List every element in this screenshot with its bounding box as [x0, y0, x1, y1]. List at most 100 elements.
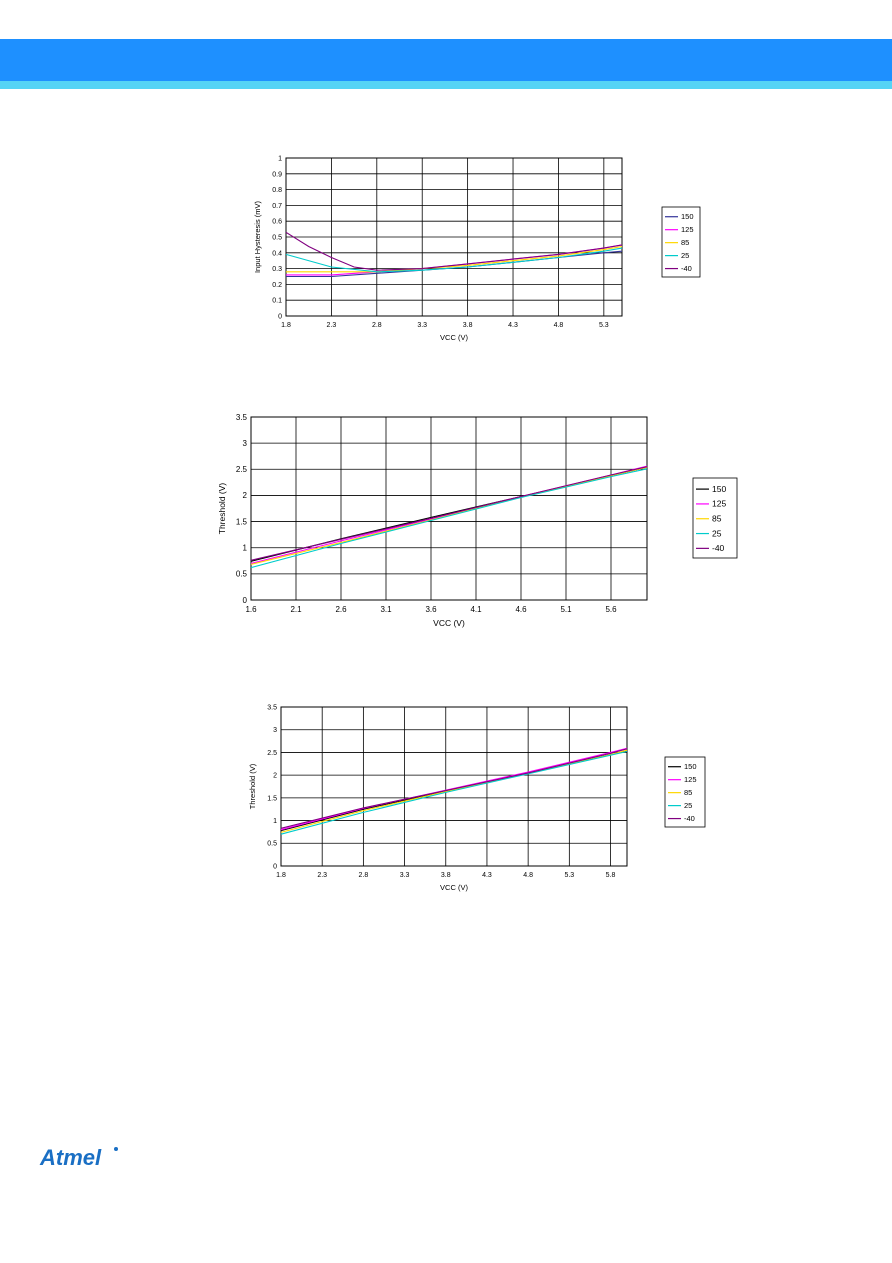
x-tick-label: 4.8 [554, 322, 564, 329]
x-axis-label: VCC (V) [440, 333, 468, 342]
series-line-25 [280, 750, 628, 835]
series-line-85 [286, 245, 623, 273]
x-tick-label: 4.8 [523, 872, 533, 879]
legend-label: 150 [684, 762, 697, 771]
legend-label: 85 [681, 238, 689, 247]
y-tick-label: 0.7 [272, 203, 282, 210]
x-axis-label: VCC (V) [440, 883, 468, 892]
header-stripe [0, 81, 892, 89]
x-tick-label: 2.8 [359, 872, 369, 879]
legend-label: 125 [681, 225, 694, 234]
plot-area [250, 416, 648, 601]
x-tick-label: 4.3 [508, 322, 518, 329]
legend-box [661, 206, 701, 278]
plot-border [280, 706, 628, 867]
y-axis-label: Threshold (V) [248, 763, 257, 809]
x-tick-label: 4.1 [470, 605, 482, 614]
legend-label: 85 [712, 514, 722, 524]
legend-label: 25 [684, 801, 692, 810]
x-tick-label: 3.3 [400, 872, 410, 879]
y-tick-label: 0.1 [272, 298, 282, 305]
y-tick-label: 3 [273, 727, 277, 734]
x-tick-label: 3.8 [463, 322, 473, 329]
x-tick-label: 4.3 [482, 872, 492, 879]
y-tick-label: 2 [243, 491, 248, 500]
y-tick-label: 0.8 [272, 187, 282, 194]
x-tick-label: 1.8 [276, 872, 286, 879]
legend: 150 125 85 25 -40 [692, 477, 738, 559]
legend-box [664, 756, 706, 828]
threshold-chart-2: 0 0.5 1 1.5 2 2.5 3 3.5 1.8 2.3 2.8 3.3 3.8 4.3 4.8 5.3… [248, 704, 706, 892]
y-tick-label: 2.5 [267, 750, 277, 757]
x-tick-label: 2.6 [335, 605, 347, 614]
y-tick-label: 0.5 [272, 234, 282, 241]
y-tick-label: 0.2 [272, 282, 282, 289]
legend-label: -40 [684, 814, 695, 823]
y-tick-label: 0.3 [272, 266, 282, 273]
legend-label: 150 [712, 484, 726, 494]
y-tick-label: 1 [243, 544, 248, 553]
y-tick-label: 2.5 [236, 465, 248, 474]
x-tick-label: 2.1 [290, 605, 302, 614]
x-tick-label: 1.6 [245, 605, 257, 614]
y-tick-label: 0.6 [272, 219, 282, 226]
threshold-chart-1: 0 0.5 1 1.5 2 2.5 3 3.5 1.6 2.1 2.6 3.1 3.6 4.1 4.6 5.1… [217, 413, 738, 628]
y-tick-label: 0 [273, 863, 277, 870]
y-tick-label: 1 [278, 155, 282, 162]
y-tick-label: 2 [273, 773, 277, 780]
x-tick-label: 3.3 [417, 322, 427, 329]
series-line-25 [285, 247, 623, 273]
x-tick-label: 2.3 [327, 322, 337, 329]
x-tick-label: 5.3 [564, 872, 574, 879]
series-line--40 [285, 231, 623, 271]
y-tick-label: 1.5 [267, 795, 277, 802]
plot-border [250, 416, 648, 601]
y-tick-label: 3.5 [236, 413, 248, 422]
legend-label: 125 [712, 499, 726, 509]
x-tick-label: 2.8 [372, 322, 382, 329]
x-tick-label: 2.3 [317, 872, 327, 879]
y-tick-label: 0 [243, 596, 248, 605]
x-axis-label: VCC (V) [433, 618, 465, 628]
legend: 150 125 85 25 -40 [664, 756, 706, 828]
y-tick-label: 0 [278, 313, 282, 320]
y-tick-label: 1.5 [236, 517, 248, 526]
x-tick-label: 5.8 [606, 872, 616, 879]
hysteresis-chart: 0 0.1 0.2 0.3 0.4 0.5 0.6 0.7 0.8 0.9 1 1.8 2.3 2.8 3.… [253, 155, 701, 342]
legend-label: 25 [712, 528, 722, 538]
y-tick-label: 0.9 [272, 171, 282, 178]
atmel-logo: Atmel [39, 1145, 118, 1170]
legend-label: -40 [681, 264, 692, 273]
y-tick-label: 0.4 [272, 250, 282, 257]
series-line-125 [280, 747, 628, 831]
x-tick-label: 5.1 [560, 605, 572, 614]
series-line--40 [280, 748, 628, 829]
atmel-logo-text: Atmel [39, 1145, 102, 1170]
x-tick-label: 5.6 [605, 605, 617, 614]
x-tick-label: 3.8 [441, 872, 451, 879]
legend-label: -40 [712, 543, 725, 553]
legend-label: 125 [684, 775, 697, 784]
series-line--40 [250, 466, 648, 561]
series-line-85 [280, 749, 628, 833]
x-tick-label: 5.3 [599, 322, 609, 329]
y-tick-label: 1 [273, 818, 277, 825]
legend-label: 85 [684, 788, 692, 797]
legend: 150 125 85 25 -40 [661, 206, 701, 278]
y-axis-label: Input Hysteresis (mV) [253, 200, 262, 273]
legend-label: 25 [681, 251, 689, 260]
y-tick-label: 0.5 [267, 841, 277, 848]
x-tick-label: 1.8 [281, 322, 291, 329]
x-tick-label: 4.6 [515, 605, 527, 614]
y-tick-label: 3.5 [267, 704, 277, 711]
y-axis-label: Threshold (V) [217, 483, 227, 535]
y-tick-label: 0.5 [236, 570, 248, 579]
y-tick-label: 3 [243, 439, 248, 448]
x-tick-label: 3.6 [425, 605, 437, 614]
legend-label: 150 [681, 212, 694, 221]
header-band [0, 39, 892, 81]
plot-border [285, 157, 623, 317]
x-tick-label: 3.1 [380, 605, 392, 614]
plot-area [280, 706, 628, 867]
legend-box [692, 477, 738, 559]
